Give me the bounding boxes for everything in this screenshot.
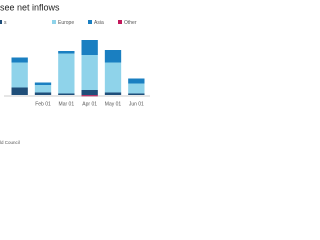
- bar-segment: [58, 93, 75, 95]
- bar-segment: [34, 82, 52, 85]
- source: ld Council: [0, 140, 20, 145]
- bar-segment: [104, 92, 122, 95]
- chart-title: see net inflows: [0, 2, 60, 12]
- bar-segment: [58, 53, 75, 94]
- bar-segment: [11, 57, 28, 63]
- x-tick-label: Apr 01: [82, 101, 97, 107]
- bar-segment: [128, 93, 145, 95]
- bar-segment: [11, 62, 28, 88]
- x-tick-label: May 01: [105, 101, 122, 107]
- plot-area: [11, 40, 145, 97]
- bar-segment: [104, 62, 122, 93]
- legend-swatch: [0, 20, 2, 24]
- bar-segment: [34, 92, 52, 95]
- x-tick-label: Feb 01: [35, 101, 51, 107]
- bar-segment: [104, 50, 122, 63]
- x-tick-label: Mar 01: [59, 101, 75, 107]
- legend-label: Europe: [58, 20, 74, 26]
- legend-label: Other: [124, 20, 137, 26]
- legend-label: s: [4, 20, 7, 26]
- bar-segment: [34, 85, 52, 93]
- bar-segment: [81, 55, 98, 90]
- x-tick-label: Jun 01: [129, 101, 144, 107]
- legend-swatch: [118, 20, 122, 24]
- chart: see net inflows ld Council s Europe Asia Ot…: [0, 2, 150, 145]
- bar-segment: [58, 51, 75, 54]
- legend-swatch: [88, 20, 92, 24]
- bar-segment: [11, 87, 28, 95]
- bar-segment: [81, 40, 98, 55]
- bar-segment: [81, 90, 98, 95]
- bar-segment: [128, 83, 145, 94]
- bar-segment: [128, 78, 145, 84]
- legend-swatch: [52, 20, 56, 24]
- legend-label: Asia: [94, 20, 104, 26]
